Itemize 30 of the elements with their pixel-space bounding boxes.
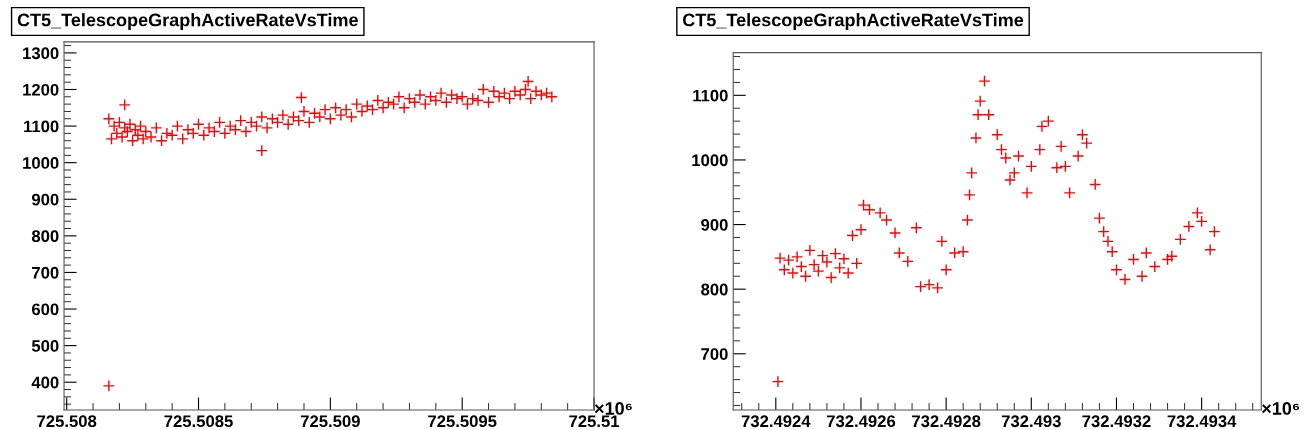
x-tick-label: 725.509 (300, 415, 360, 428)
chart-title: CT5_TelescopeGraphActiveRateVsTime (17, 13, 358, 30)
y-tick-label: 800 (31, 230, 59, 243)
x-tick-label: 725.5085 (164, 415, 233, 428)
y-tick-label: 1100 (24, 120, 59, 133)
x-tick-label: 732.4934 (1167, 415, 1237, 428)
x-tick-label: 732.4926 (826, 415, 896, 428)
x-tick-label: 725.508 (37, 415, 97, 428)
y-tick-label: 1000 (692, 154, 728, 167)
y-tick-label: 800 (701, 283, 728, 296)
x-tick-label: 732.4928 (912, 415, 981, 428)
y-tick-label: 900 (31, 193, 59, 206)
y-tick-label: 600 (31, 303, 59, 316)
y-tick-label: 700 (32, 266, 59, 279)
text: ×10⁶ (1262, 402, 1300, 415)
y-tick-label: 1300 (23, 47, 59, 60)
y-tick-label: 1100 (693, 89, 728, 102)
x-tick-label: 725.5095 (428, 415, 497, 428)
y-tick-label: 900 (701, 218, 728, 231)
x-tick-label: 732.4932 (1082, 415, 1151, 428)
y-tick-label: 1000 (23, 157, 59, 169)
x-tick-label: 732.4924 (741, 415, 811, 428)
chart-title: CT5_TelescopeGraphActiveRateVsTime (683, 13, 1024, 30)
x-tick-label: 725.51 (569, 415, 620, 428)
y-tick-label: 500 (31, 340, 59, 352)
y-tick-label: 1200 (23, 83, 59, 96)
x-tick-label: 732.493 (1001, 415, 1061, 428)
y-tick-label: 400 (31, 376, 59, 389)
text: ×10⁶ (594, 402, 632, 415)
y-tick-label: 700 (701, 348, 728, 360)
